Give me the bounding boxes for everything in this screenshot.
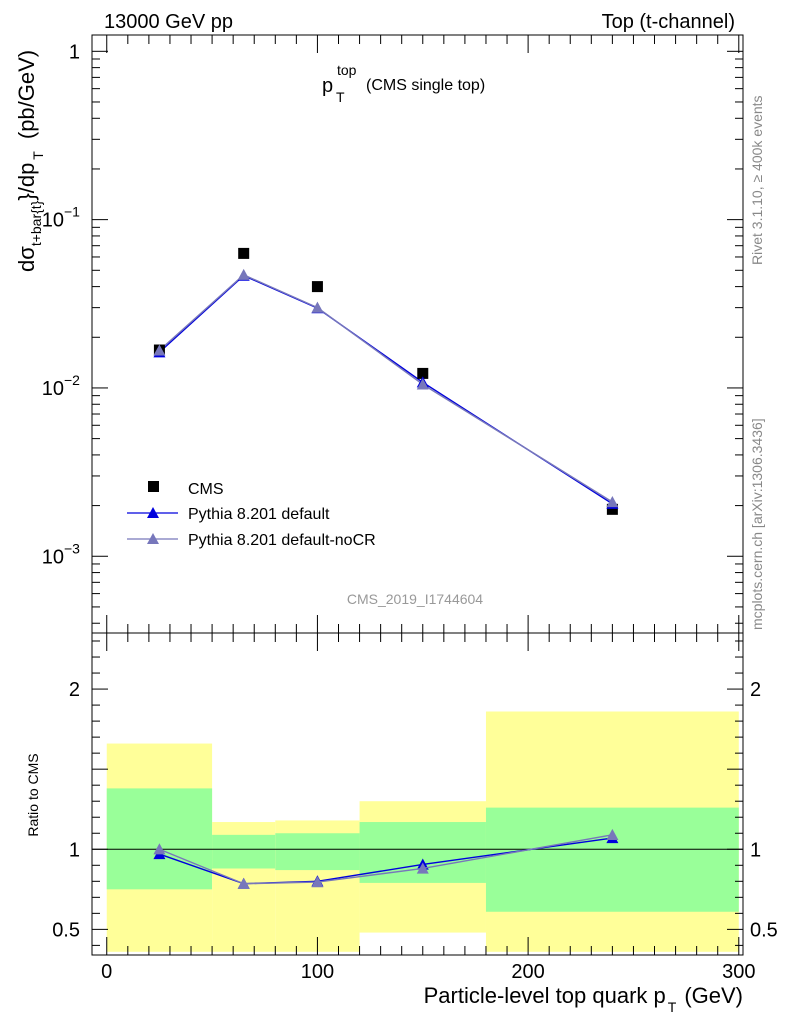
main-point-nocr xyxy=(153,344,166,356)
legend-label-cms: CMS xyxy=(188,481,224,498)
main-plot-area xyxy=(153,247,619,515)
ylabel-sigma: σ xyxy=(14,246,39,260)
ratio-y-ticks: 0.5 0.5 1 1 2 2 xyxy=(52,640,778,946)
ratio-y-tick-label-right: 2 xyxy=(750,679,761,701)
main-x-ticks xyxy=(106,35,740,633)
main-y-tick-label: 10 xyxy=(42,546,64,568)
main-point-nocr xyxy=(237,268,250,280)
ratio-y-tick-label-right: 0.5 xyxy=(750,919,778,941)
main-y-tick-exponent: −3 xyxy=(64,540,80,556)
legend-label-default: Pythia 8.201 default xyxy=(188,506,330,523)
ylabel-d: d xyxy=(14,260,39,272)
main-y-tick-labels: 110−110−210−3 xyxy=(42,41,80,568)
main-y-tick-label: 10 xyxy=(42,210,64,232)
ratio-x-tick-label: 300 xyxy=(722,961,755,983)
ratio-bands xyxy=(106,711,739,952)
main-point-nocr xyxy=(606,496,619,508)
legend-marker-nocr xyxy=(147,533,159,544)
cms-data-point xyxy=(311,281,323,293)
x-axis-label-units: (GeV) xyxy=(684,983,743,1008)
ratio-frame xyxy=(91,632,744,956)
ratio-y-tick-label-left: 1 xyxy=(69,839,80,861)
ratio-band-inner xyxy=(106,788,213,890)
ratio-x-ticks: 0 100 200 300 xyxy=(101,633,755,983)
legend: CMS Pythia 8.201 default Pythia 8.201 de… xyxy=(127,481,376,549)
ratio-band-inner xyxy=(212,834,276,869)
ylabel-sub: t+bar{t} xyxy=(28,200,44,246)
main-panel: 110−110−210−3 p top T (CMS single top) C… xyxy=(14,34,744,634)
x-axis-label: Particle-level top quark p T (GeV) xyxy=(424,983,743,1015)
legend-label-nocr: Pythia 8.201 default-noCR xyxy=(188,532,376,549)
x-axis-label-main: Particle-level top quark p xyxy=(424,983,666,1008)
cms-data-point xyxy=(606,503,618,515)
ratio-point-nocr xyxy=(237,877,250,889)
plot-title: p xyxy=(322,75,333,97)
main-y-tick-exponent: −1 xyxy=(64,204,80,220)
ratio-x-tick-label: 0 xyxy=(101,961,112,983)
ratio-x-tick-label: 100 xyxy=(301,961,334,983)
plot-title-sup: top xyxy=(337,62,357,78)
ratio-y-tick-label-left: 0.5 xyxy=(52,919,80,941)
main-y-tick-label: 1 xyxy=(69,41,80,63)
cms-data-point xyxy=(238,247,250,259)
plot-title-rest: (CMS single top) xyxy=(366,77,485,94)
header-left: 13000 GeV pp xyxy=(104,11,233,33)
ylabel-psub: T xyxy=(30,151,46,160)
x-axis-label-sub: T xyxy=(668,999,677,1015)
cms-data-point xyxy=(417,367,429,379)
main-y-tick-exponent: −2 xyxy=(64,372,80,388)
mcplots-label: mcplots.cern.ch [arXiv:1306.3436] xyxy=(749,418,765,630)
plot-title-sub: T xyxy=(336,89,345,105)
analysis-watermark: CMS_2019_I1744604 xyxy=(347,591,483,607)
ylabel-units: (pb/GeV) xyxy=(14,50,39,139)
ratio-x-tick-label: 200 xyxy=(511,961,544,983)
ratio-band-inner xyxy=(275,833,360,871)
ratio-band-inner xyxy=(485,807,739,912)
ratio-y-tick-label-right: 1 xyxy=(750,839,761,861)
rivet-label: Rivet 3.1.10, ≥ 400k events xyxy=(749,95,765,265)
svg-text:dσt+bar{t}}/dpT(pb/GeV): dσt+bar{t}}/dp T (pb/GeV) xyxy=(14,50,46,272)
ratio-y-tick-label-left: 2 xyxy=(69,679,80,701)
legend-marker-default xyxy=(147,507,159,518)
ratio-point-nocr xyxy=(606,828,619,840)
legend-marker-cms xyxy=(148,481,159,492)
main-y-ticks xyxy=(92,50,743,624)
ratio-point-nocr xyxy=(311,876,324,888)
main-y-tick-label: 10 xyxy=(42,378,64,400)
ratio-point-nocr xyxy=(153,843,166,855)
ratio-panel: 0.5 0.5 1 1 2 2 0 100 200 300 Ratio to CMS Parti… xyxy=(25,632,778,1015)
ylabel-mid: }/dp xyxy=(14,163,39,201)
ratio-y-label: Ratio to CMS xyxy=(25,753,41,836)
ratio-plot-area xyxy=(92,828,743,889)
plot-title-main: p xyxy=(322,75,333,97)
main-point-nocr xyxy=(311,301,324,313)
main-y-label: dσt+bar{t}}/dp T (pb/GeV) xyxy=(14,50,46,272)
main-point-nocr xyxy=(416,378,429,390)
ratio-point-nocr xyxy=(416,862,429,874)
header-right: Top (t-channel) xyxy=(602,11,735,33)
